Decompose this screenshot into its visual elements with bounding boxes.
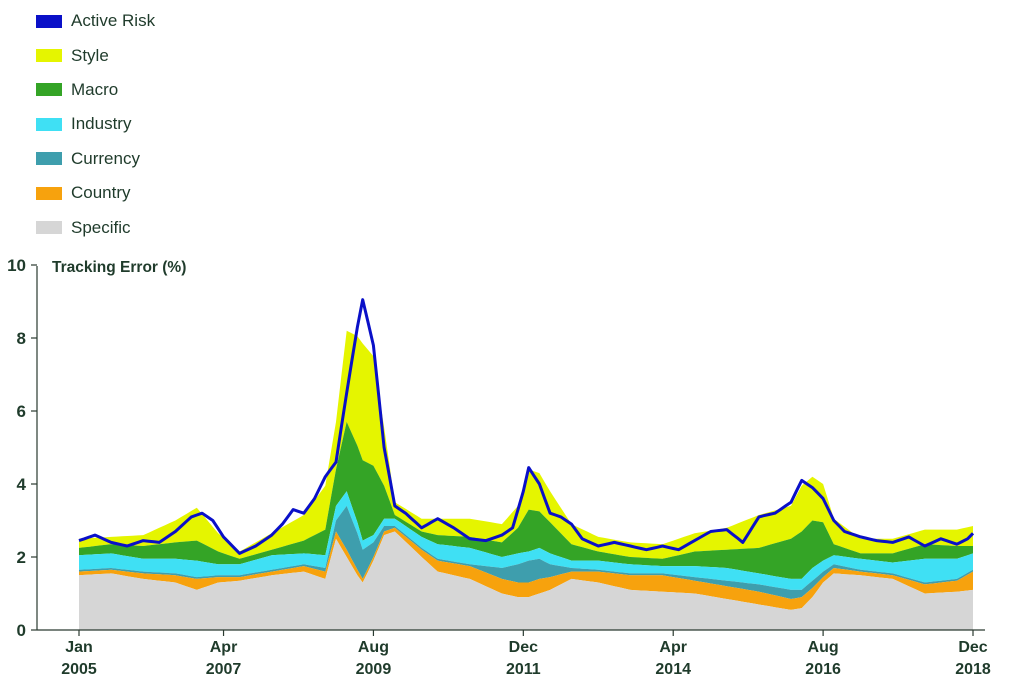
legend-item-macro: Macro: [36, 73, 155, 107]
legend-item-style: Style: [36, 38, 155, 72]
x-tick-label-year: 2007: [206, 661, 242, 678]
x-tick-label-year: 2018: [955, 661, 991, 678]
x-tick-label-year: 2014: [655, 661, 691, 678]
y-tick-label: 6: [17, 402, 26, 421]
legend-swatch: [36, 83, 62, 97]
legend-swatch: [36, 152, 62, 166]
x-tick-label-month: Aug: [808, 639, 839, 656]
legend-item-currency: Currency: [36, 142, 155, 176]
x-tick-label-month: Jan: [65, 639, 93, 656]
area-macro: [79, 421, 973, 579]
area-currency: [79, 505, 973, 599]
legend-swatch: [36, 221, 62, 235]
x-tick-label-month: Apr: [210, 639, 238, 656]
y-tick-label: 2: [17, 548, 26, 567]
legend-item-active-risk: Active Risk: [36, 4, 155, 38]
y-tick-label: 0: [17, 621, 26, 640]
legend-label: Industry: [71, 114, 132, 134]
x-tick-label-month: Dec: [509, 639, 538, 656]
legend-swatch: [36, 49, 62, 63]
legend-label: Country: [71, 183, 131, 203]
legend-item-industry: Industry: [36, 107, 155, 141]
legend-item-country: Country: [36, 176, 155, 210]
legend-label: Currency: [71, 148, 140, 168]
legend-item-specific: Specific: [36, 210, 155, 244]
x-tick-label-year: 2009: [356, 661, 392, 678]
legend-swatch: [36, 186, 62, 200]
x-tick-label-month: Apr: [659, 639, 687, 656]
legend-label: Active Risk: [71, 11, 156, 31]
legend-swatch: [36, 117, 62, 131]
y-axis-label: Tracking Error (%): [52, 259, 186, 276]
y-tick-label: 4: [17, 475, 27, 494]
y-tick-label: 8: [17, 329, 26, 348]
x-tick-label-month: Dec: [958, 639, 987, 656]
legend-label: Style: [71, 45, 109, 65]
chart-legend: Active Risk Style Macro Industry Currency Cou…: [36, 4, 155, 245]
y-tick-label: 10: [7, 256, 26, 275]
line-active-risk: [78, 298, 975, 555]
area-specific: [79, 531, 973, 630]
legend-label: Macro: [71, 79, 119, 99]
x-tick-label-year: 2005: [61, 661, 97, 678]
x-tick-label-month: Aug: [358, 639, 389, 656]
area-country: [79, 527, 973, 610]
x-tick-label-year: 2011: [506, 661, 541, 678]
legend-swatch: [36, 14, 62, 28]
legend-label: Specific: [71, 217, 131, 237]
x-tick-label-year: 2016: [805, 661, 841, 678]
